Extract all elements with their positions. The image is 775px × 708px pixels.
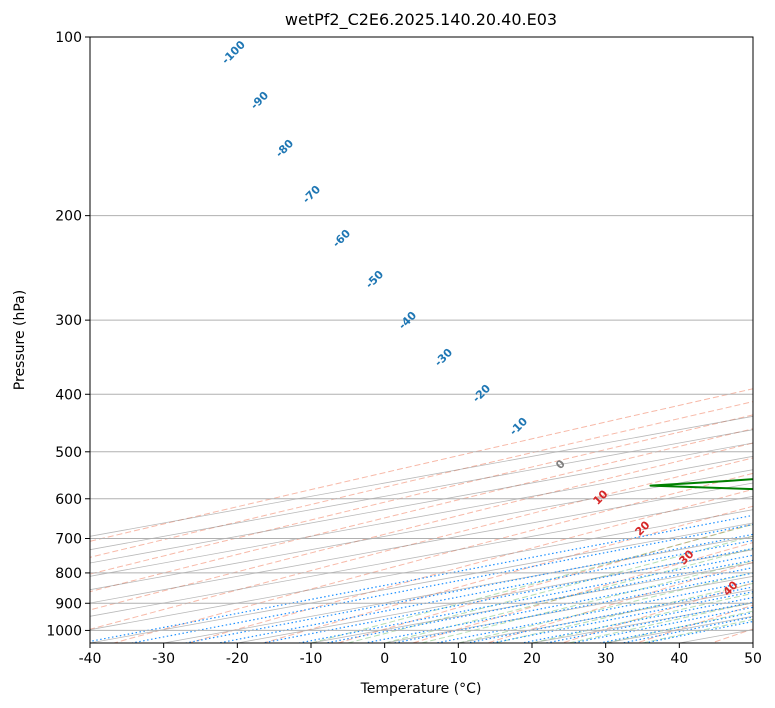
x-tick-label: 10	[449, 651, 467, 667]
dewpoint-profile	[649, 478, 753, 491]
dry-adiabat	[412, 542, 753, 643]
isotherm	[752, 642, 753, 643]
y-tick-label: 100	[55, 30, 82, 46]
mixing-ratio-line	[599, 611, 753, 643]
dry-adiabat	[711, 628, 753, 643]
isotherm	[90, 482, 753, 604]
x-tick-label: 0	[380, 651, 389, 667]
mixing-ratio-line	[262, 547, 753, 643]
dry-adiabat	[90, 401, 753, 558]
x-tick-label: -40	[79, 651, 102, 667]
dry-adiabat	[562, 582, 753, 643]
x-axis-label: Temperature (°C)	[360, 681, 482, 697]
dry-adiabat-label: -80	[273, 137, 296, 160]
dry-adiabat	[90, 414, 753, 575]
moist-adiabat	[421, 560, 753, 643]
chart-title: wetPf2_C2E6.2025.140.20.40.E03	[285, 10, 557, 30]
dry-adiabat	[90, 457, 753, 630]
dry-adiabat	[487, 561, 753, 643]
isotherm	[237, 549, 753, 643]
mixing-ratio-line	[622, 616, 753, 643]
y-tick-label: 700	[55, 532, 82, 548]
x-tick-label: 40	[670, 651, 688, 667]
isotherm	[90, 442, 753, 564]
y-tick-label: 1000	[46, 623, 82, 639]
y-tick-label: 200	[55, 209, 82, 225]
moist-adiabat	[384, 547, 753, 643]
y-tick-label: 900	[55, 596, 82, 612]
dry-adiabat	[90, 388, 753, 542]
isotherm	[163, 535, 753, 643]
dry-adiabat-label: -60	[330, 227, 353, 250]
x-tick-label: -30	[152, 651, 175, 667]
x-tick-label: -20	[226, 651, 249, 667]
isotherm	[90, 455, 753, 577]
isotherm	[90, 429, 753, 551]
y-tick-label: 600	[55, 492, 82, 508]
isotherm	[90, 509, 753, 631]
dry-adiabat	[90, 428, 753, 593]
mixing-ratio-line	[325, 559, 753, 643]
mixing-ratio-line	[299, 554, 753, 643]
isotherm	[90, 469, 753, 591]
x-tick-label: -10	[300, 651, 323, 667]
moist-adiabat	[568, 601, 753, 643]
mixing-ratio-line	[185, 533, 753, 643]
y-tick-label: 300	[55, 313, 82, 329]
dry-adiabat-label: -40	[396, 309, 419, 332]
x-axis: -40 -30 -20 -10 0 10 20 30 40 50	[79, 643, 762, 667]
dry-adiabat	[263, 505, 753, 643]
dry-adiabat-label: -20	[470, 382, 493, 405]
y-tick-label: 500	[55, 445, 82, 461]
isotherm	[90, 495, 753, 617]
dry-adiabat-label: -50	[363, 268, 386, 291]
plot-frame	[89, 36, 754, 644]
mixing-ratio-line	[90, 514, 753, 643]
moist-adiabat	[642, 618, 753, 643]
x-tick-label: 30	[597, 651, 615, 667]
x-tick-label: 20	[523, 651, 541, 667]
isotherm	[90, 415, 753, 537]
dry-adiabat-label: -70	[300, 183, 323, 206]
dry-adiabat-label: -100	[219, 38, 248, 67]
dry-adiabat	[90, 442, 753, 611]
y-axis-label: Pressure (hPa)	[12, 290, 28, 390]
isotherm	[679, 629, 753, 643]
moist-adiabat-label: 20	[633, 518, 653, 538]
y-tick-label: 800	[55, 566, 82, 582]
mixing-ratio-line	[131, 523, 753, 643]
dry-adiabat-label: -30	[432, 346, 455, 369]
moist-adiabat	[531, 592, 753, 643]
isotherm	[458, 589, 753, 643]
y-tick-label: 400	[55, 387, 82, 403]
moist-adiabat-label: 10	[591, 487, 611, 507]
mixing-ratio-line	[365, 567, 753, 643]
moist-adiabat	[458, 571, 753, 643]
mixing-ratio-line	[546, 601, 753, 643]
x-tick-label: 50	[744, 651, 762, 667]
dry-adiabat	[188, 488, 753, 643]
dry-adiabat-label: -10	[507, 415, 530, 438]
y-axis: 100 200 300 400 500 600 700 800 900 1000	[46, 30, 90, 639]
isotherm	[90, 522, 753, 643]
dry-adiabat-label: -90	[248, 89, 271, 112]
